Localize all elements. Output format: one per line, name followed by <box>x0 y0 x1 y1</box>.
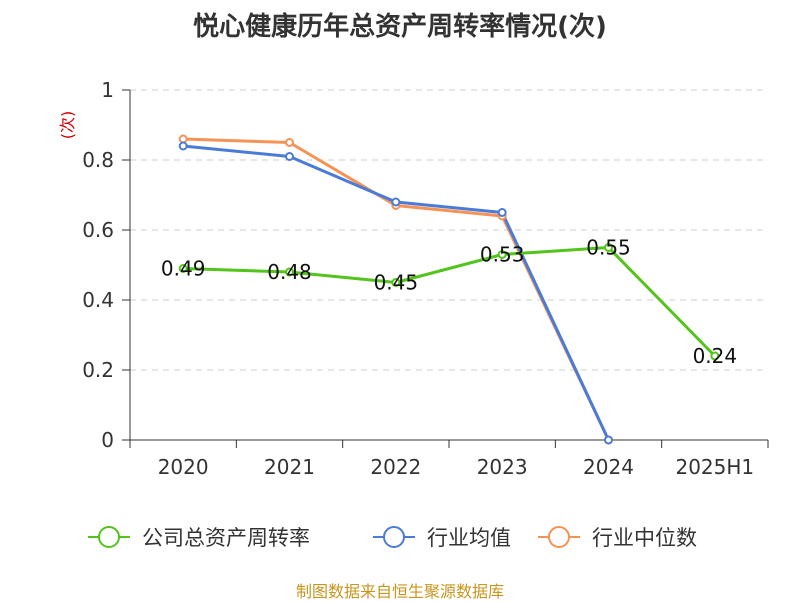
data-point <box>391 197 401 207</box>
data-point <box>497 250 507 259</box>
data-label: 0.45 <box>374 271 419 295</box>
data-point <box>178 141 188 151</box>
data-label: 0.53 <box>480 243 525 267</box>
x-tick-labels: 2020 2021 2022 2023 2024 2025H1 <box>158 455 754 479</box>
data-label: 0.48 <box>267 260 312 284</box>
data-point <box>178 134 188 144</box>
legend-label: 行业均值 <box>427 526 511 550</box>
data-point <box>285 152 294 161</box>
legend-label: 公司总资产周转率 <box>142 526 310 550</box>
data-label: 0.55 <box>586 236 631 260</box>
x-tick-label: 2020 <box>158 455 209 479</box>
data-point <box>285 138 294 147</box>
series-lines <box>183 137 716 441</box>
data-point <box>497 208 507 217</box>
legend: 公司总资产周转率 行业均值 行业中位数 <box>88 526 697 550</box>
x-tick-label: 2024 <box>583 455 634 479</box>
legend-marker <box>383 526 405 548</box>
y-tick-label: 0.8 <box>82 148 114 172</box>
y-tick-label: 0.4 <box>82 288 114 312</box>
series-points <box>178 134 720 445</box>
x-tick-label: 2025H1 <box>675 455 754 479</box>
legend-label: 行业中位数 <box>592 526 697 550</box>
data-source: 制图数据来自恒生聚源数据库 <box>295 582 504 601</box>
y-tick-label: 0 <box>101 428 114 452</box>
data-point <box>710 351 720 361</box>
data-point <box>391 278 401 287</box>
data-point <box>604 243 613 252</box>
data-point <box>178 264 188 273</box>
data-point <box>285 267 294 277</box>
legend-marker <box>548 526 570 548</box>
x-tick-label: 2022 <box>370 455 421 479</box>
y-axis-title: (次) <box>58 111 77 140</box>
data-label: 0.49 <box>161 257 206 281</box>
y-tick-label: 1 <box>101 78 114 102</box>
y-tick-label: 0.6 <box>82 218 114 242</box>
chart-title: 悦心健康历年总资产周转率情况(次) <box>193 12 607 42</box>
y-tick-label: 0.2 <box>82 358 114 382</box>
data-labels: 0.49 0.48 0.45 0.53 0.55 0.24 <box>161 236 737 369</box>
x-tick-label: 2023 <box>477 455 528 479</box>
data-point <box>604 435 613 445</box>
legend-marker <box>98 526 120 548</box>
axes <box>122 89 769 448</box>
y-tick-labels: 0 0.2 0.4 0.6 0.8 1 <box>82 78 114 452</box>
data-label: 0.24 <box>693 344 738 368</box>
grid-lines <box>130 89 768 371</box>
x-tick-label: 2021 <box>264 455 315 479</box>
series-line <box>183 246 716 358</box>
